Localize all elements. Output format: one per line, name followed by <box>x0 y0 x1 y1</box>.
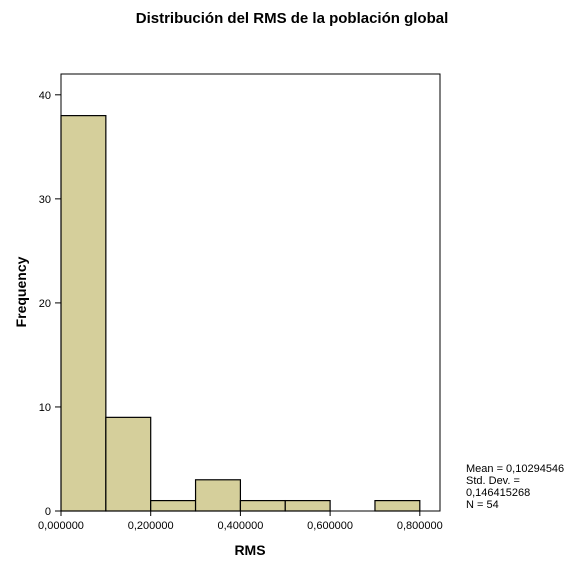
y-tick-label: 40 <box>39 90 51 102</box>
histogram-bar <box>239 499 286 512</box>
x-tick-label: 0,800000 <box>397 520 443 532</box>
y-axis: 0 10 20 30 40 <box>39 90 61 518</box>
histogram-bar <box>374 499 421 512</box>
y-axis-label: Frequency <box>13 256 29 327</box>
x-tick-label: 0,600000 <box>307 520 353 532</box>
x-tick-label: 0,000000 <box>38 520 84 532</box>
y-tick-label: 30 <box>39 194 51 206</box>
chart-title: Distribución del RMS de la población glo… <box>135 10 449 27</box>
y-tick-label: 10 <box>39 402 51 414</box>
histogram-bar <box>194 479 242 512</box>
x-axis: 0,000000 0,200000 0,400000 0,600000 0,800000 <box>38 511 443 532</box>
plot-frame <box>60 73 441 512</box>
histogram-bar <box>60 115 107 512</box>
histogram-bars <box>60 115 421 512</box>
histogram-bar <box>105 416 152 512</box>
x-axis-label: RMS <box>234 542 265 558</box>
histogram-bar <box>284 499 331 512</box>
stats-std-value: 0,146415268 <box>466 487 531 499</box>
stats-std-label: Std. Dev. = <box>466 475 520 487</box>
y-tick-label: 20 <box>39 298 51 310</box>
x-tick-label: 0,200000 <box>128 520 174 532</box>
stats-mean: Mean = 0,10294546 <box>466 463 565 475</box>
y-tick-label: 0 <box>45 506 51 518</box>
summary-stats: Mean = 0,10294546 Std. Dev. = 0,14641526… <box>466 463 564 511</box>
histogram-bar <box>150 499 197 512</box>
stats-n: N = 54 <box>466 499 499 511</box>
x-tick-label: 0,400000 <box>217 520 263 532</box>
